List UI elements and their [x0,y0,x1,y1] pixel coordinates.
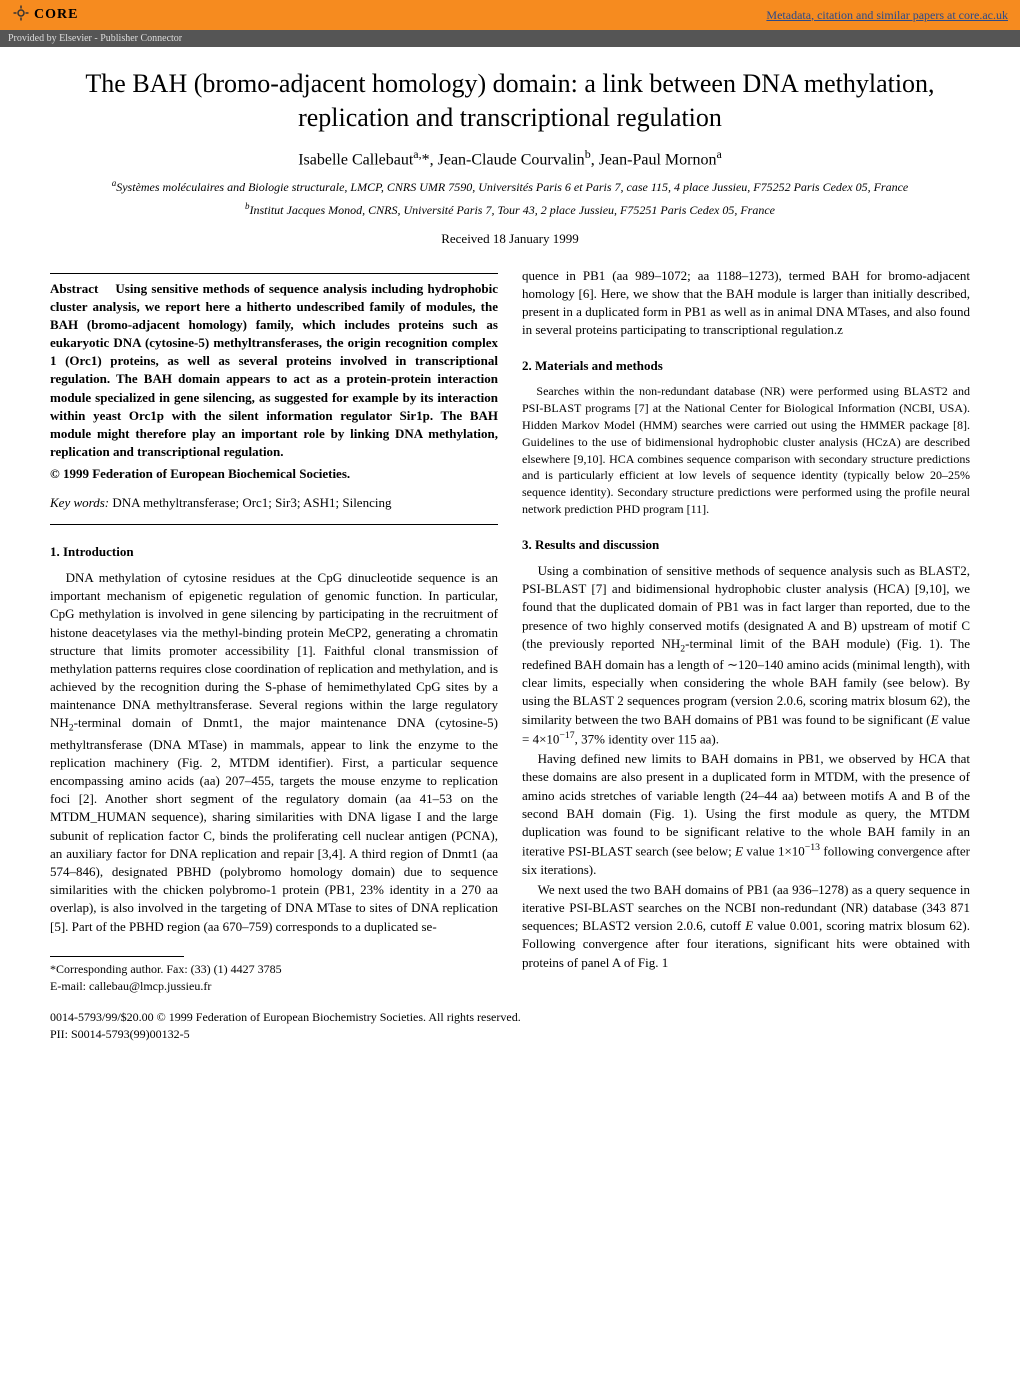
received-date: Received 18 January 1999 [50,231,970,247]
results-paragraph-2: Having defined new limits to BAH domains… [522,750,970,879]
authors: Isabelle Callebauta,*, Jean-Claude Courv… [50,147,970,169]
core-icon [12,4,30,27]
results-paragraph-3: We next used the two BAH domains of PB1 … [522,881,970,972]
two-column-layout: Abstract Using sensitive methods of sequ… [50,267,970,995]
section-intro-heading: 1. Introduction [50,543,498,561]
footer-pii: PII: S0014-5793(99)00132-5 [50,1027,970,1042]
abstract-label: Abstract [50,281,98,296]
abstract-text: Using sensitive methods of sequence anal… [50,281,498,460]
section-results-heading: 3. Results and discussion [522,536,970,554]
results-paragraph-1: Using a combination of sensitive methods… [522,562,970,748]
section-methods-heading: 2. Materials and methods [522,357,970,375]
footnote-separator [50,956,184,957]
left-column: Abstract Using sensitive methods of sequ… [50,267,498,995]
corresponding-author: *Corresponding author. Fax: (33) (1) 442… [50,961,498,978]
page-content: The BAH (bromo-adjacent homology) domain… [0,47,1020,1082]
abstract-rule-bottom [50,524,498,525]
core-logo: CORE [12,4,78,27]
affiliation-a: aSystèmes moléculaires and Biologie stru… [50,177,970,196]
corresponding-email: E-mail: callebau@lmcp.jussieu.fr [50,978,498,995]
affiliation-b: bInstitut Jacques Monod, CNRS, Universit… [50,200,970,219]
article-title: The BAH (bromo-adjacent homology) domain… [50,67,970,135]
keywords-block: Key words: DNA methyltransferase; Orc1; … [50,494,498,512]
intro-paragraph-1: DNA methylation of cytosine residues at … [50,569,498,936]
core-metadata-link[interactable]: Metadata, citation and similar papers at… [766,8,1008,23]
abstract-copyright: © 1999 Federation of European Biochemica… [50,465,498,483]
col2-continuation: quence in PB1 (aa 989–1072; aa 1188–1273… [522,267,970,340]
keywords-label: Key words: [50,495,109,510]
abstract-rule-top [50,273,498,274]
footer-copyright: 0014-5793/99/$20.00 © 1999 Federation of… [50,1010,970,1025]
methods-paragraph: Searches within the non-redundant databa… [522,383,970,517]
right-column: quence in PB1 (aa 989–1072; aa 1188–1273… [522,267,970,995]
elsevier-bar: Provided by Elsevier - Publisher Connect… [0,30,1020,47]
keywords-text: DNA methyltransferase; Orc1; Sir3; ASH1;… [112,495,391,510]
core-label: CORE [34,7,78,23]
core-banner: CORE Metadata, citation and similar pape… [0,0,1020,30]
abstract-block: Abstract Using sensitive methods of sequ… [50,280,498,462]
